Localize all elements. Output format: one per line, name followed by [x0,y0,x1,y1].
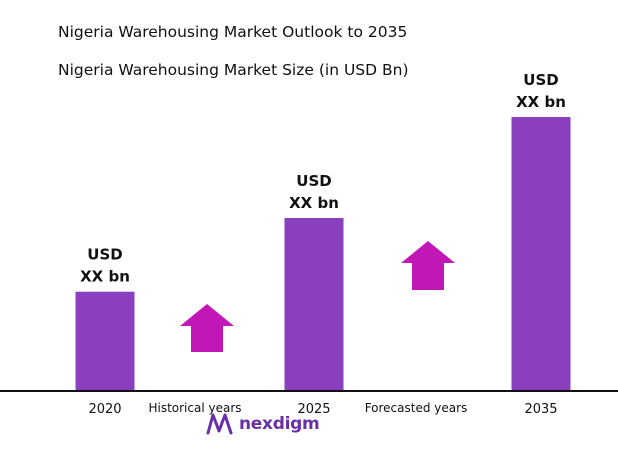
bar-label-currency: USD [296,172,331,190]
x-tick-label: 2035 [524,402,557,417]
historical-years-label: Historical years [148,401,241,415]
title-block: Nigeria Warehousing Market Outlook to 20… [58,22,409,80]
nexdigm-logo: nexdigm [205,412,320,436]
bar-label-currency: USD [87,246,122,264]
chart-title: Nigeria Warehousing Market Outlook to 20… [58,23,408,41]
forecasted-years-label: Forecasted years [365,401,468,415]
bar-label-value: XX bn [289,194,339,212]
chart-subtitle: Nigeria Warehousing Market Size (in USD … [58,61,409,79]
x-tick-label: 2020 [88,402,121,417]
bar-label-value: XX bn [80,268,130,286]
growth-arrow-forecast-icon [401,241,455,290]
bar-2020 [75,291,135,390]
logo-mark-icon [206,413,233,435]
x-tick-label: 2025 [297,402,330,417]
growth-arrow-historical-icon [180,304,234,352]
bar-label-value: XX bn [516,93,566,111]
bar-2025 [284,218,344,390]
bar-label-currency: USD [523,71,558,89]
bar-2035 [511,117,571,390]
logo-text: nexdigm [239,414,320,434]
